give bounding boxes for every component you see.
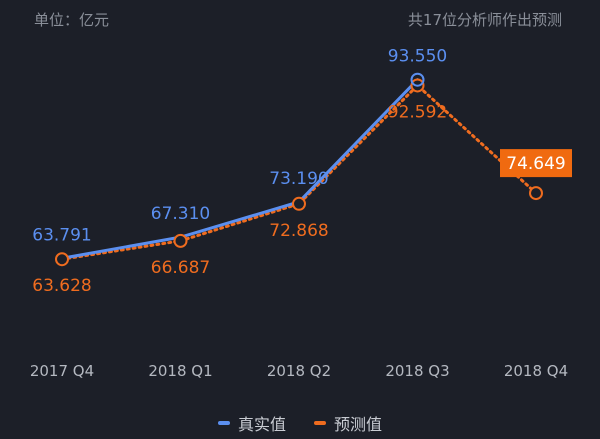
- forecast-point: [55, 252, 69, 267]
- forecast-data-label: 72.868: [269, 221, 328, 241]
- forecast-point: [292, 196, 306, 211]
- actual-data-label: 73.190: [269, 169, 328, 189]
- actual-data-label: 63.791: [32, 225, 91, 245]
- legend-item-actual[interactable]: 真实值: [217, 411, 286, 435]
- forecast-point: [529, 186, 543, 201]
- x-tick-label: 2018 Q3: [385, 362, 449, 380]
- legend-swatch-actual: [217, 421, 230, 425]
- legend: 真实值 预测值: [0, 411, 600, 435]
- x-tick-label: 2018 Q1: [148, 362, 212, 380]
- x-tick-label: 2018 Q2: [267, 362, 331, 380]
- forecast-data-label: 92.592: [388, 102, 447, 122]
- legend-item-forecast[interactable]: 预测值: [314, 411, 382, 435]
- actual-data-label: 93.550: [388, 47, 447, 67]
- actual-series-line: [60, 78, 419, 260]
- actual-point: [410, 72, 425, 87]
- forecast-series-line: [60, 83, 538, 261]
- forecast-data-label: 74.649: [506, 154, 565, 174]
- forecast-point: [173, 233, 188, 248]
- actual-data-label: 67.310: [151, 204, 210, 224]
- line-chart: 2017 Q4 2018 Q1 2018 Q2 2018 Q3 2018 Q4 63.79…: [30, 47, 572, 380]
- legend-label-actual: 真实值: [237, 415, 286, 434]
- unit-label: 单位：亿元: [34, 11, 110, 29]
- legend-swatch-forecast: [314, 421, 326, 425]
- forecast-data-label: 66.687: [151, 258, 210, 278]
- x-tick-label: 2018 Q4: [504, 362, 568, 380]
- forecast-highlight-box: [500, 149, 572, 178]
- analyst-count-note: 共17位分析师作出预测: [407, 11, 562, 29]
- forecast-data-label: 63.628: [32, 276, 91, 296]
- legend-label-forecast: 预测值: [334, 415, 383, 434]
- x-tick-label: 2017 Q4: [30, 362, 94, 380]
